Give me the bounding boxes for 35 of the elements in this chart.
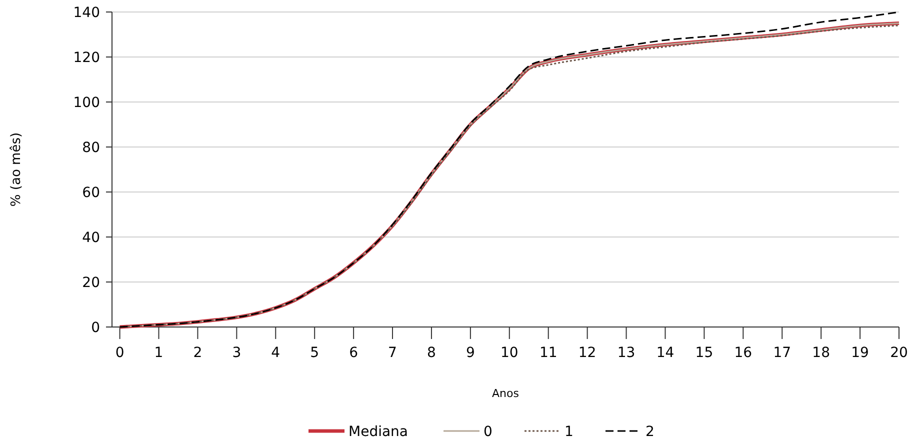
y-tick-label: 140 [73,4,100,21]
x-tick-label: 9 [466,345,475,361]
legend-label: 0 [484,424,492,440]
x-tick-label: 14 [656,345,674,361]
y-axis-title: % (ao mês) [9,132,24,207]
x-tick-label: 8 [427,345,436,361]
x-tick-label: 15 [695,345,714,361]
x-tick-label: 13 [617,345,636,361]
x-tick-label: 3 [232,345,242,361]
x-tick-label: 0 [115,345,124,361]
x-tick-label: 7 [388,345,397,361]
x-tick-label: 16 [734,345,752,361]
legend-label: 1 [564,424,574,440]
legend-label: Mediana [348,424,408,440]
x-tick-label: 6 [349,345,358,361]
x-tick-label: 20 [890,345,908,361]
x-tick-label: 2 [193,345,202,361]
x-tick-label: 19 [851,345,869,361]
x-tick-label: 1 [154,345,164,361]
x-axis-title: Anos [492,387,520,400]
legend-label: 2 [646,424,654,440]
y-tick-label: 40 [82,230,100,246]
x-tick-label: 12 [578,345,596,361]
x-tick-label: 11 [539,345,558,361]
y-tick-label: 20 [82,274,100,291]
x-tick-label: 4 [271,345,280,361]
x-tick-label: 5 [310,345,320,361]
x-tick-label: 10 [500,345,518,361]
y-tick-label: 60 [82,184,100,201]
y-tick-label: 0 [91,320,100,336]
y-tick-label: 120 [73,50,100,66]
x-tick-label: 17 [773,345,792,361]
y-tick-label: 100 [73,94,100,111]
y-tick-label: 80 [82,140,100,156]
x-tick-label: 18 [812,345,830,361]
